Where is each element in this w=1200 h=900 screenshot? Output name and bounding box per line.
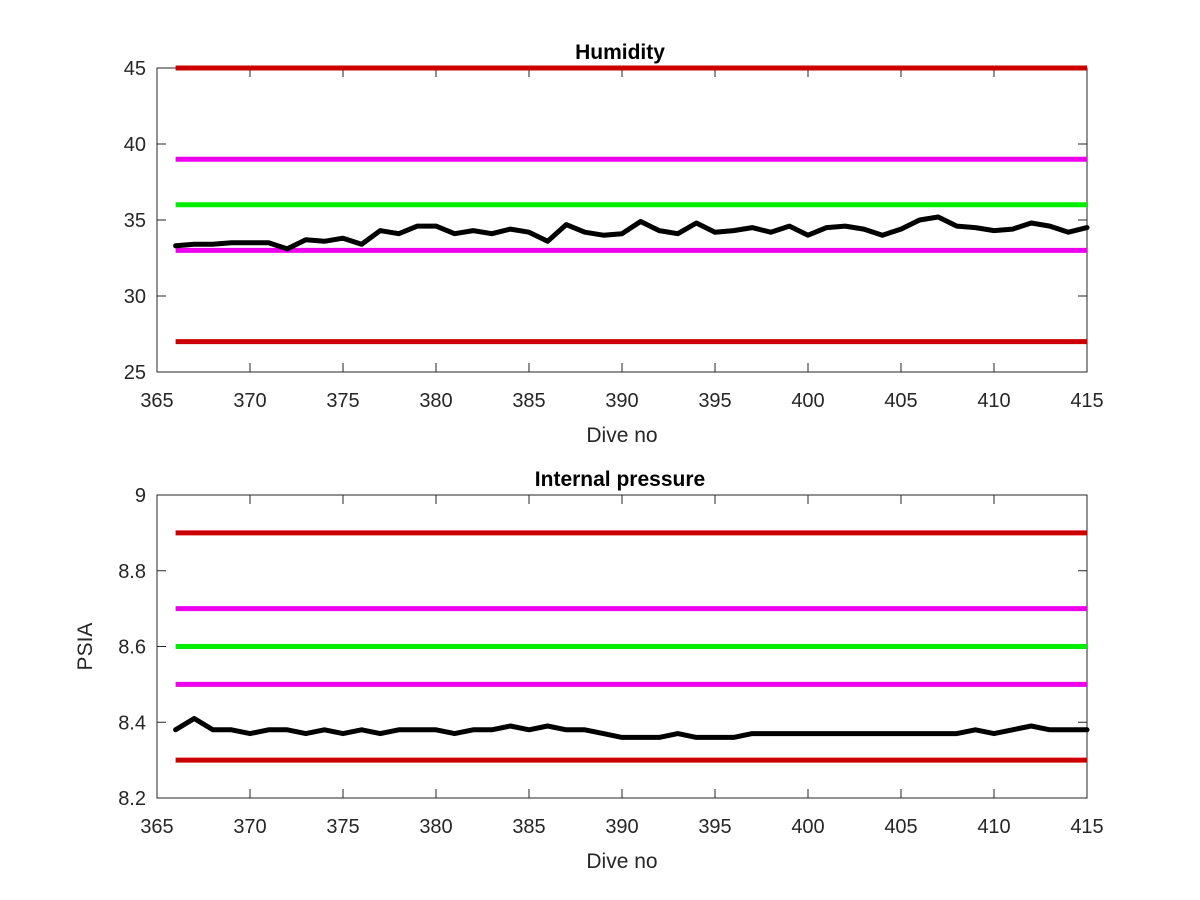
x-tick-label: 390 — [605, 816, 638, 838]
x-tick-label: 405 — [884, 816, 917, 838]
y-tick-label: 8.4 — [118, 712, 146, 734]
x-axis-label: Dive no — [586, 424, 657, 447]
y-tick-label: 30 — [124, 286, 146, 308]
x-tick-label: 405 — [884, 390, 917, 412]
y-tick-label: 9 — [135, 485, 146, 507]
x-tick-label: 385 — [512, 816, 545, 838]
subplot-2: 365 370 375 380 385 390 395 400 405 410 415 8.2 8.4 8… — [74, 468, 1104, 873]
x-tick-label: 370 — [233, 816, 266, 838]
y-tick-label: 45 — [124, 58, 146, 80]
y-tick-label: 35 — [124, 210, 146, 232]
data-line — [173, 214, 1090, 252]
x-tick-label: 395 — [698, 390, 731, 412]
x-tick-label: 400 — [791, 816, 824, 838]
data-line — [173, 716, 1090, 740]
x-tick-label: 365 — [140, 816, 173, 838]
x-tick-label: 400 — [791, 390, 824, 412]
y-tick-label: 40 — [124, 134, 146, 156]
x-tick-label: 390 — [605, 390, 638, 412]
x-tick-label: 375 — [326, 390, 359, 412]
y-tick-label: 8.6 — [118, 637, 146, 659]
x-axis-label: Dive no — [586, 850, 657, 873]
x-tick-label: 380 — [419, 390, 452, 412]
plot-title: Humidity — [575, 41, 665, 64]
x-tick-label: 415 — [1070, 390, 1103, 412]
y-tick-label: 8.8 — [118, 561, 146, 583]
plot-title: Internal pressure — [535, 468, 705, 491]
x-tick-label: 370 — [233, 390, 266, 412]
x-tick-label: 365 — [140, 390, 173, 412]
x-tick-label: 385 — [512, 390, 545, 412]
subplot-1: 365 370 375 380 385 390 395 400 405 410 415 25 30 35 4… — [124, 41, 1104, 447]
x-tick-label: 410 — [977, 390, 1010, 412]
y-tick-label: 8.2 — [118, 788, 146, 810]
x-tick-label: 395 — [698, 816, 731, 838]
x-tick-label: 415 — [1070, 816, 1103, 838]
y-axis-label: PSIA — [74, 623, 97, 671]
x-tick-label: 410 — [977, 816, 1010, 838]
x-tick-label: 375 — [326, 816, 359, 838]
x-tick-label: 380 — [419, 816, 452, 838]
y-tick-label: 25 — [124, 362, 146, 384]
